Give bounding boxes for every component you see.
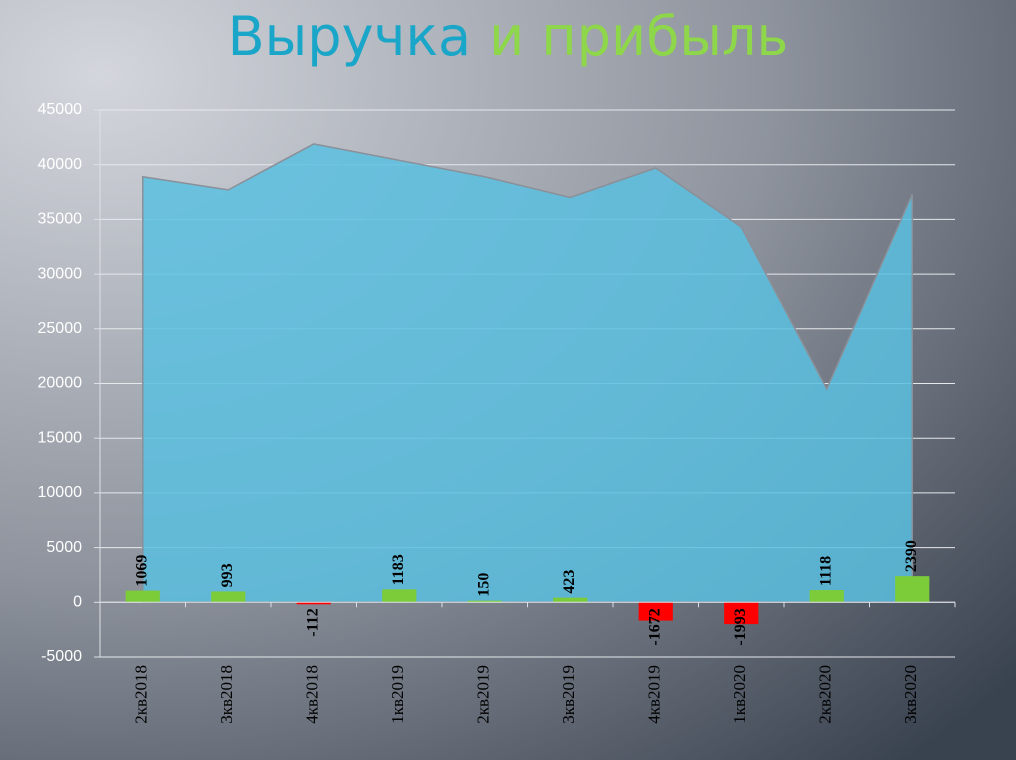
- y-tick-label: 15000: [38, 429, 83, 446]
- data-label: 1118: [817, 556, 834, 586]
- x-tick-label: 2кв2020: [816, 665, 835, 724]
- x-tick-label: 3кв2019: [559, 665, 578, 724]
- title-part: и прибыль: [489, 5, 788, 68]
- profit-bar: [724, 602, 759, 625]
- y-tick-label: 40000: [38, 156, 83, 173]
- y-tick-label: 35000: [38, 211, 83, 228]
- y-tick-label: 30000: [38, 265, 83, 282]
- data-label: 993: [219, 563, 236, 587]
- profit-bar: [638, 602, 673, 621]
- y-tick-label: -5000: [41, 648, 82, 665]
- data-label: -1672: [646, 608, 663, 645]
- x-tick-label: 2кв2018: [132, 665, 151, 724]
- revenue-area: [142, 143, 913, 604]
- chart-title: Выручка и прибыль: [228, 5, 789, 68]
- y-tick-label: 10000: [38, 484, 83, 501]
- x-tick-label: 1кв2019: [388, 665, 407, 724]
- x-tick-label: 3кв2020: [901, 665, 920, 724]
- data-label: 2390: [903, 540, 920, 572]
- profit-bar: [553, 597, 588, 603]
- y-tick-label: 5000: [46, 539, 82, 556]
- profit-bar: [211, 591, 246, 603]
- x-tick-label: 4кв2018: [303, 665, 322, 724]
- y-tick-label: 45000: [38, 101, 83, 118]
- y-tick-label: 0: [73, 594, 82, 611]
- data-label: -1993: [732, 608, 749, 645]
- x-tick-label: 1кв2020: [730, 665, 749, 724]
- profit-bar: [125, 590, 160, 603]
- y-tick-label: 25000: [38, 320, 83, 337]
- x-tick-label: 3кв2018: [217, 665, 236, 724]
- data-label: 150: [475, 573, 492, 597]
- profit-bar: [296, 602, 331, 605]
- data-label: 1069: [133, 555, 150, 587]
- profit-bar: [809, 590, 844, 603]
- data-label: 423: [561, 570, 578, 594]
- data-label: -112: [304, 608, 321, 636]
- profit-bar: [895, 576, 930, 603]
- x-tick-label: 2кв2019: [474, 665, 493, 724]
- profit-bar: [382, 589, 417, 603]
- profit-bar: [467, 600, 502, 603]
- title-part: Выручка: [228, 5, 472, 68]
- y-tick-label: 20000: [38, 375, 83, 392]
- data-label: 1183: [390, 554, 407, 585]
- x-tick-label: 4кв2019: [645, 665, 664, 724]
